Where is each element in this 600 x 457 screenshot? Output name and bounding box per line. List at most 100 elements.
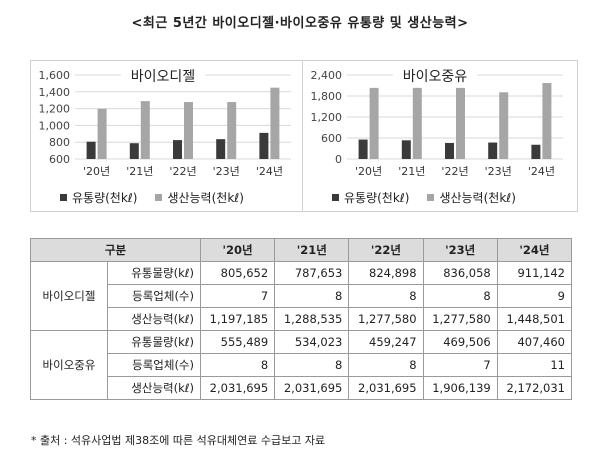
y-tick-label: 1,200: [39, 103, 71, 116]
table-cell: 9: [496, 284, 573, 308]
table-cell: 534,023: [274, 330, 350, 354]
bar-distribution: [401, 140, 411, 159]
legend-swatch-dark: [60, 194, 67, 201]
bar-capacity: [456, 87, 465, 159]
y-tick-label: 1,600: [39, 69, 71, 82]
table-cell: 805,652: [199, 261, 276, 285]
y-tick-label: 800: [49, 136, 70, 149]
bar-capacity: [369, 87, 379, 159]
table-cell: 8: [348, 353, 424, 377]
bar-distribution: [259, 132, 269, 159]
y-tick-label: 600: [49, 153, 70, 166]
legend-item-distribution: 유통량(천kℓ): [332, 189, 409, 206]
legend-item-capacity: 생산능력(천kℓ): [427, 189, 516, 206]
table-cell: 1,277,580: [348, 307, 424, 331]
table-cell: 1,277,580: [422, 307, 498, 331]
table-cell: 407,460: [496, 330, 573, 354]
x-tick-label: '22년: [169, 165, 196, 178]
table-cell: 1,197,185: [199, 307, 276, 331]
bar-distribution: [488, 142, 498, 159]
bar-capacity: [499, 92, 509, 159]
bar-capacity: [542, 82, 552, 159]
row-label: 등록업체(수): [107, 353, 201, 377]
bar-distribution: [216, 139, 226, 159]
table-row: 생산능력(kℓ) 1,197,185 1,288,535 1,277,580 1…: [31, 307, 573, 331]
table-cell: 7: [199, 284, 276, 308]
header-year: '24년: [496, 238, 573, 262]
y-tick-label: 600: [321, 132, 342, 145]
y-tick-label: 1,200: [311, 111, 343, 124]
table-cell: 2,031,695: [199, 376, 276, 400]
table-cell: 8: [348, 284, 424, 308]
table-row: 생산능력(kℓ) 2,031,695 2,031,695 2,031,695 1…: [31, 376, 573, 400]
table-cell: 11: [496, 353, 573, 377]
table-row: 바이오중유 유통물량(kℓ) 555,489 534,023 459,247 4…: [30, 330, 573, 400]
bar-capacity: [227, 102, 237, 159]
bar-capacity: [97, 108, 107, 159]
page-title: <최근 5년간 바이오디젤·바이오중유 유통량 및 생산능력>: [131, 16, 469, 31]
legend-swatch-dark: [332, 194, 339, 201]
row-label: 유통물량(kℓ): [107, 261, 201, 285]
header-year: '23년: [422, 238, 498, 262]
chart-title-bg: [121, 67, 205, 85]
bar-capacity: [140, 101, 150, 159]
bar-distribution: [531, 144, 541, 159]
row-label: 생산능력(kℓ): [107, 376, 201, 400]
table-cell: 8: [422, 284, 498, 308]
bar-distribution: [358, 139, 368, 159]
table-cell: 787,653: [274, 261, 350, 285]
table-cell: 1,906,139: [422, 376, 498, 400]
y-tick-label: 1,400: [39, 86, 71, 99]
legend-swatch-light: [155, 194, 163, 201]
bar-capacity: [412, 87, 422, 159]
table-cell: 555,489: [199, 330, 276, 354]
x-tick-label: '20년: [83, 165, 110, 178]
row-label: 등록업체(수): [107, 284, 201, 308]
chart-title-bg: [393, 67, 477, 85]
header-year: '21년: [274, 238, 350, 262]
legend-label: 생산능력(천kℓ): [167, 191, 244, 205]
table-cell: 8: [199, 353, 276, 377]
legend-label: 생산능력(천kℓ): [439, 191, 516, 205]
legend-item-distribution: 유통량(천kℓ): [60, 189, 137, 206]
bar-distribution: [86, 141, 96, 159]
bio-heavy-oil-legend: 유통량(천kℓ) 생산능력(천kℓ): [332, 189, 528, 206]
table-cell: 824,898: [348, 261, 424, 285]
table-cell: 7: [422, 353, 498, 377]
table-cell: 1,288,535: [274, 307, 350, 331]
table-cell: 8: [274, 353, 350, 377]
y-tick-label: 0: [335, 153, 342, 166]
footnote: * 출처 : 석유사업법 제38조에 따른 석유대체연료 수급보고 자료: [31, 434, 326, 447]
x-tick-label: '24년: [256, 165, 283, 178]
legend-swatch-light: [427, 194, 435, 201]
y-tick-label: 1,000: [39, 119, 71, 132]
x-tick-label: '21년: [398, 165, 425, 178]
bio-heavy-oil-chart: 2,400 1,800 1,200 600 0 '20년 '21년 '22년 '23년 '24년 바…: [302, 60, 578, 212]
x-tick-label: '22년: [441, 165, 468, 178]
x-tick-label: '21년: [126, 165, 153, 178]
chart-svg: 1,600 1,400 1,200 1,000 800 600 '20년 '21년 '22년 '2…: [39, 67, 291, 178]
x-tick-label: '23년: [485, 165, 512, 178]
table-cell: 8: [274, 284, 350, 308]
group-label: 바이오중유: [30, 330, 108, 400]
y-tick-label: 2,400: [311, 69, 343, 82]
table-cell: 2,172,031: [496, 376, 573, 400]
table-cell: 836,058: [422, 261, 498, 285]
group-label: 바이오디젤: [30, 261, 108, 331]
stats-table: 구분 '20년 '21년 '22년 '23년 '24년 바이오디젤 유통물량(k…: [30, 238, 573, 400]
legend-item-capacity: 생산능력(천kℓ): [155, 189, 244, 206]
legend-label: 유통량(천kℓ): [72, 191, 138, 205]
x-tick-label: '20년: [355, 165, 382, 178]
table-row: 등록업체(수) 8 8 8 7 11: [31, 353, 573, 377]
legend-label: 유통량(천kℓ): [344, 191, 410, 205]
bar-capacity: [270, 87, 280, 159]
x-tick-label: '24년: [528, 165, 555, 178]
table-cell: 459,247: [348, 330, 424, 354]
header-year: '22년: [348, 238, 424, 262]
y-tick-label: 1,800: [311, 90, 343, 103]
row-label: 생산능력(kℓ): [107, 307, 201, 331]
bar-distribution: [445, 142, 454, 159]
bar-capacity: [184, 102, 193, 159]
chart-title: 바이오디젤: [131, 69, 195, 85]
chart-svg: 2,400 1,800 1,200 600 0 '20년 '21년 '22년 '23년 '24년 바…: [311, 67, 563, 178]
